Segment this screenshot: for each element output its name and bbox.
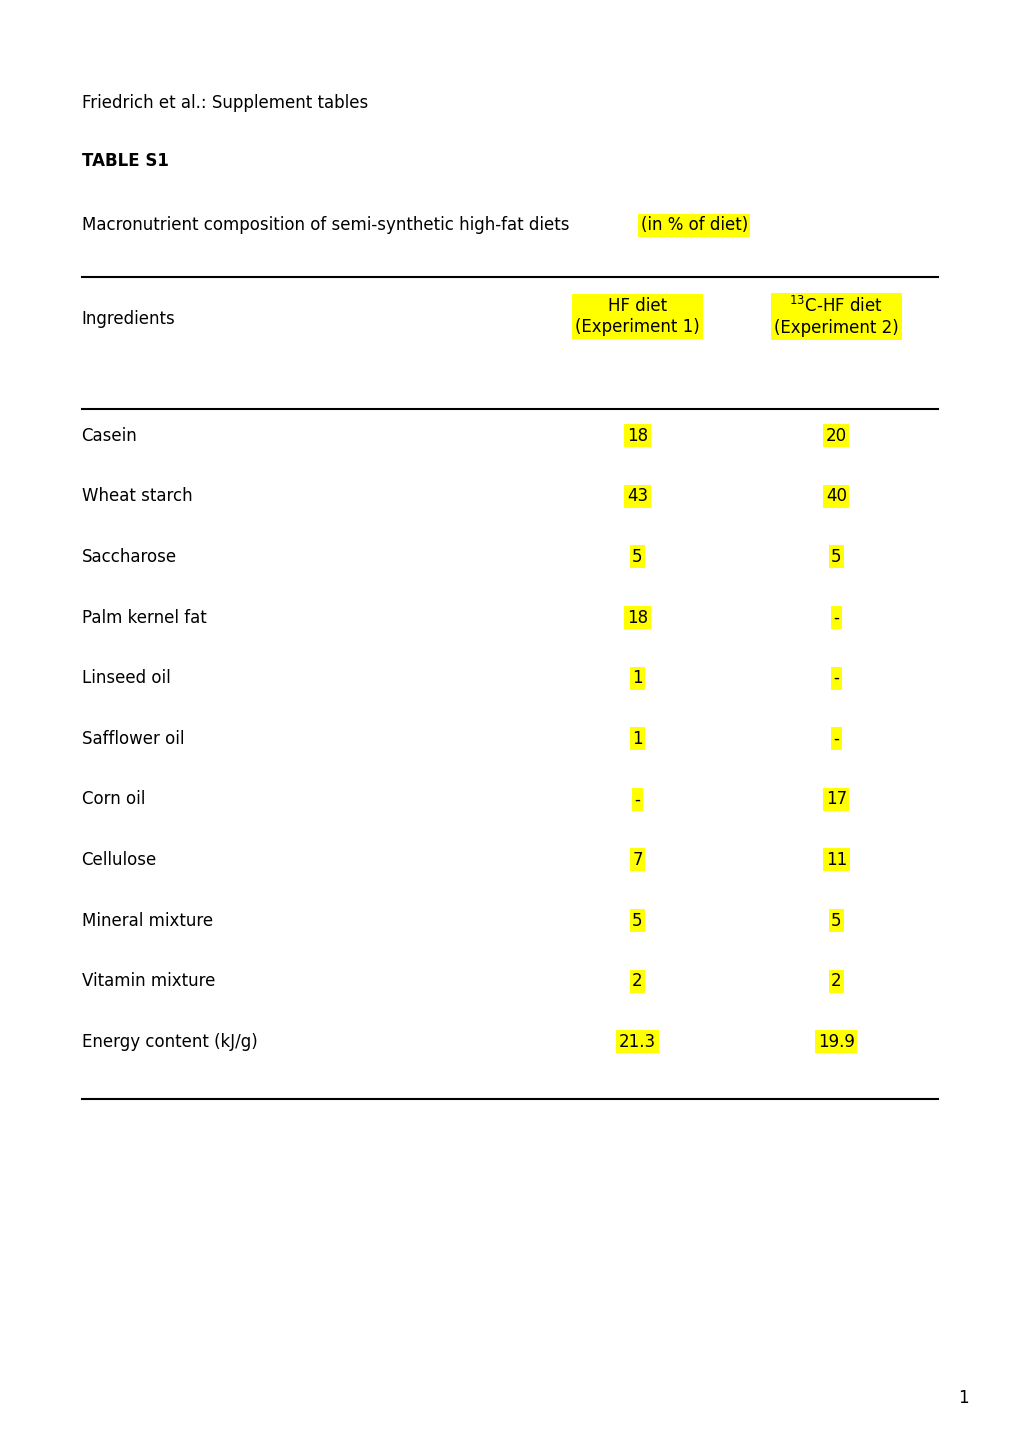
Text: Casein: Casein [82,427,138,444]
Text: 43: 43 [627,488,647,505]
Text: Mineral mixture: Mineral mixture [82,912,213,929]
Text: 2: 2 [632,973,642,990]
Text: Saccharose: Saccharose [82,548,176,566]
Text: 5: 5 [830,912,841,929]
Text: 5: 5 [632,548,642,566]
Text: 11: 11 [825,851,846,869]
Text: 21.3: 21.3 [619,1033,655,1051]
Text: 18: 18 [627,609,647,626]
Text: Linseed oil: Linseed oil [82,670,170,687]
Text: 18: 18 [627,427,647,444]
Text: -: - [833,670,839,687]
Text: Corn oil: Corn oil [82,791,145,808]
Text: 17: 17 [825,791,846,808]
Text: Macronutrient composition of semi-synthetic high-fat diets: Macronutrient composition of semi-synthe… [82,216,574,234]
Text: Friedrich et al.: Supplement tables: Friedrich et al.: Supplement tables [82,94,368,111]
Text: -: - [634,791,640,808]
Text: TABLE S1: TABLE S1 [82,152,168,169]
Text: Safflower oil: Safflower oil [82,730,183,747]
Text: 1: 1 [632,730,642,747]
Text: 1: 1 [958,1390,968,1407]
Text: (in % of diet): (in % of diet) [640,216,747,234]
Text: 7: 7 [632,851,642,869]
Text: Energy content (kJ/g): Energy content (kJ/g) [82,1033,257,1051]
Text: Ingredients: Ingredients [82,310,175,329]
Text: 5: 5 [632,912,642,929]
Text: 20: 20 [825,427,846,444]
Text: Vitamin mixture: Vitamin mixture [82,973,215,990]
Text: HF diet
(Experiment 1): HF diet (Experiment 1) [575,297,699,336]
Text: 19.9: 19.9 [817,1033,854,1051]
Text: 5: 5 [830,548,841,566]
Text: 40: 40 [825,488,846,505]
Text: $^{13}$C-HF diet
(Experiment 2): $^{13}$C-HF diet (Experiment 2) [773,296,898,336]
Text: Palm kernel fat: Palm kernel fat [82,609,206,626]
Text: -: - [833,609,839,626]
Text: Cellulose: Cellulose [82,851,157,869]
Text: -: - [833,730,839,747]
Text: 1: 1 [632,670,642,687]
Text: Wheat starch: Wheat starch [82,488,192,505]
Text: 2: 2 [830,973,841,990]
